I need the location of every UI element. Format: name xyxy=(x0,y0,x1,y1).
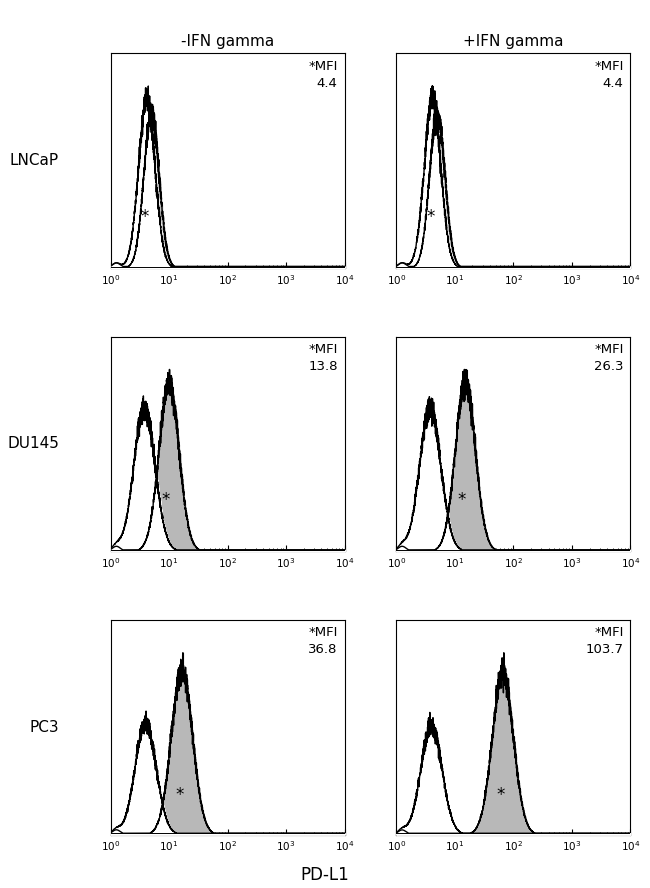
Text: LNCaP: LNCaP xyxy=(10,153,59,168)
Text: *: * xyxy=(162,491,170,510)
Text: DU145: DU145 xyxy=(7,437,59,451)
Text: *: * xyxy=(140,208,149,226)
Text: *MFI
4.4: *MFI 4.4 xyxy=(308,59,338,90)
Text: *MFI
26.3: *MFI 26.3 xyxy=(594,343,623,373)
Title: +IFN gamma: +IFN gamma xyxy=(463,35,564,50)
Text: *: * xyxy=(176,786,184,804)
Text: *MFI
103.7: *MFI 103.7 xyxy=(586,626,623,656)
Text: *MFI
13.8: *MFI 13.8 xyxy=(308,343,338,373)
Text: *: * xyxy=(426,208,434,226)
Text: PD-L1: PD-L1 xyxy=(300,866,350,884)
Text: *: * xyxy=(458,491,466,510)
Text: PC3: PC3 xyxy=(29,720,59,735)
Text: *MFI
4.4: *MFI 4.4 xyxy=(594,59,623,90)
Text: *MFI
36.8: *MFI 36.8 xyxy=(308,626,338,656)
Title: -IFN gamma: -IFN gamma xyxy=(181,35,274,50)
Text: *: * xyxy=(497,786,504,804)
